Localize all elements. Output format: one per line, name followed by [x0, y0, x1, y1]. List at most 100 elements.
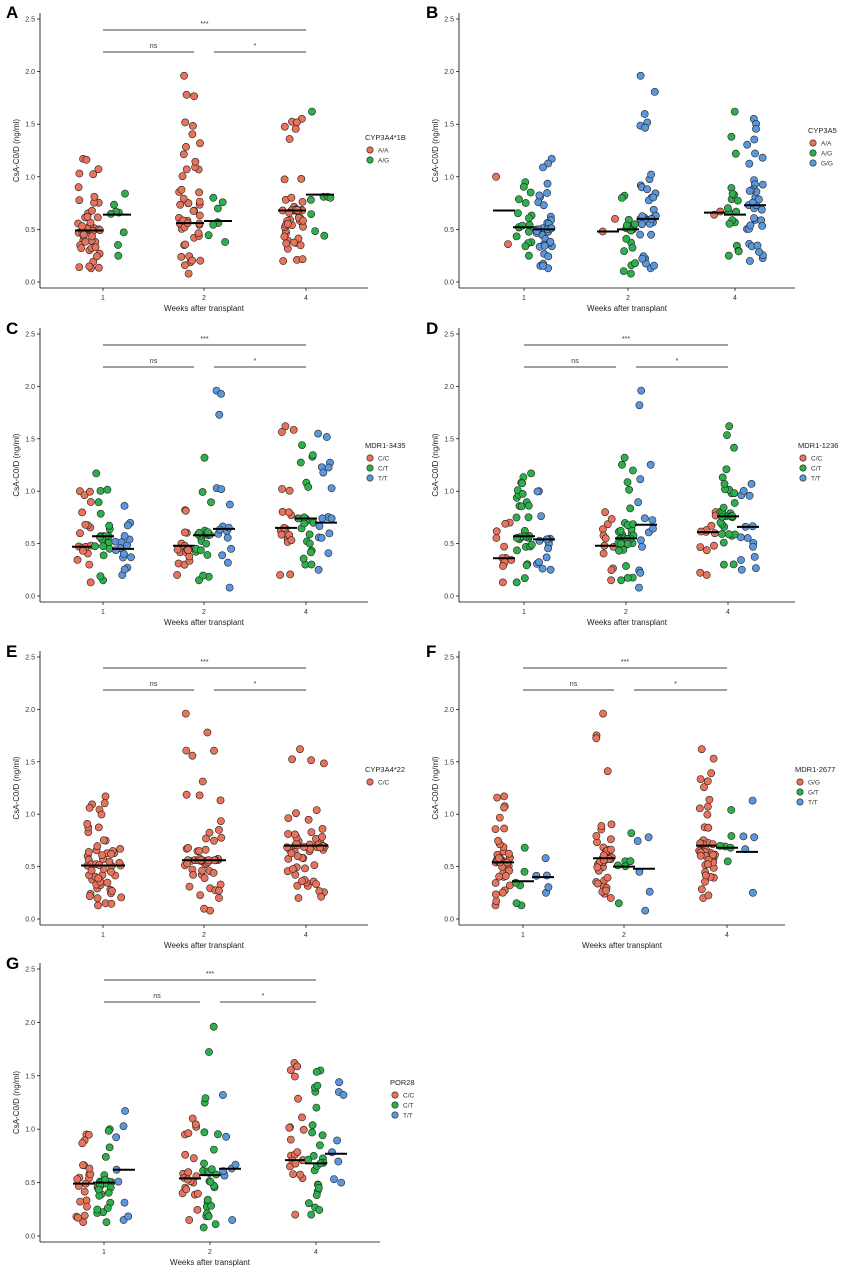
x-tick-label: 4 — [733, 295, 737, 302]
data-point — [646, 460, 655, 469]
data-point — [85, 262, 94, 271]
x-tick-label: 4 — [725, 932, 729, 939]
data-point — [78, 1139, 87, 1148]
data-point — [75, 263, 84, 271]
legend-title: CYP3A4*22 — [365, 765, 405, 774]
data-point — [501, 519, 510, 528]
data-point — [707, 521, 716, 530]
data-point — [525, 251, 533, 260]
data-point — [702, 546, 711, 555]
y-tick-label: 1.0 — [444, 489, 454, 496]
data-point — [696, 775, 705, 783]
data-point — [182, 746, 191, 755]
data-point — [312, 1068, 321, 1076]
legend-swatch — [799, 454, 807, 462]
y-tick-label: 1.0 — [25, 489, 35, 496]
data-point — [288, 865, 297, 873]
data-point — [522, 561, 531, 570]
data-point — [539, 163, 547, 172]
data-point — [227, 545, 235, 553]
data-point — [492, 527, 501, 536]
data-point — [339, 1091, 348, 1099]
panel-label: E — [6, 642, 17, 661]
data-point — [91, 243, 100, 252]
data-point — [337, 1178, 346, 1187]
legend-swatch — [796, 788, 804, 796]
data-point — [643, 185, 652, 194]
data-point — [304, 483, 313, 491]
data-point — [650, 88, 659, 96]
y-tick-label: 2.5 — [444, 332, 454, 339]
data-point — [327, 514, 336, 523]
data-point — [182, 90, 191, 99]
data-point — [287, 193, 296, 202]
data-point — [195, 847, 204, 855]
data-point — [622, 234, 631, 243]
x-axis-title: Weeks after transplant — [582, 941, 663, 950]
x-tick-label: 2 — [202, 295, 206, 302]
data-point — [617, 539, 625, 548]
data-point — [105, 521, 114, 530]
data-point — [286, 570, 295, 579]
data-point — [527, 540, 536, 549]
data-point — [701, 871, 710, 880]
data-point — [597, 822, 606, 830]
data-point — [75, 169, 84, 178]
panel-G: G 0.0 0.5 1.0 1.5 2.0 2.5 1 2 4 Weeks after transp… — [6, 954, 415, 1267]
data-point — [196, 139, 204, 148]
data-point — [78, 508, 86, 517]
data-point — [707, 769, 716, 778]
data-point — [93, 213, 102, 222]
data-point — [546, 237, 555, 246]
data-point — [614, 861, 622, 870]
data-point — [223, 533, 232, 542]
data-point — [195, 211, 204, 220]
data-point — [80, 1187, 89, 1196]
data-point — [225, 583, 234, 592]
data-point — [99, 542, 107, 551]
data-point — [700, 783, 708, 792]
y-tick-label: 1.0 — [25, 174, 35, 181]
legend-label: C/T — [403, 1102, 414, 1109]
data-point — [193, 1206, 202, 1214]
data-point — [745, 491, 754, 500]
significance-label: *** — [206, 971, 214, 978]
y-tick-label: 2.5 — [25, 655, 35, 662]
data-point — [546, 565, 555, 574]
data-point — [225, 500, 234, 509]
legend-label: C/C — [811, 455, 823, 462]
significance-label: * — [254, 43, 257, 50]
data-point — [211, 1220, 220, 1228]
data-point — [328, 1148, 336, 1157]
data-point — [731, 149, 740, 158]
data-point — [191, 157, 200, 166]
data-point — [710, 529, 719, 538]
y-tick-label: 0.0 — [444, 917, 454, 924]
data-point — [191, 1120, 200, 1129]
y-axis-title: CsA-C0/D (ng/ml) — [12, 119, 21, 182]
data-point — [119, 1122, 128, 1131]
data-point — [73, 556, 82, 564]
data-point — [650, 261, 658, 270]
data-point — [189, 871, 197, 879]
x-tick-label: 4 — [304, 295, 308, 302]
data-point — [97, 810, 106, 819]
y-axis-title: CsA-C0/D (ng/ml) — [431, 756, 440, 819]
data-point — [330, 1175, 338, 1183]
y-tick-label: 2.0 — [25, 384, 35, 391]
data-point — [221, 238, 229, 246]
data-point — [637, 536, 645, 545]
data-point — [592, 832, 601, 840]
y-axis-title: CsA-C0/D (ng/ml) — [12, 433, 21, 496]
data-point — [123, 521, 132, 530]
data-point — [96, 572, 105, 581]
data-point — [739, 832, 748, 841]
data-point — [524, 513, 533, 522]
data-point — [648, 516, 657, 524]
data-point — [501, 872, 510, 880]
significance-label: ns — [571, 358, 579, 365]
data-point — [492, 897, 501, 905]
data-point — [734, 247, 743, 256]
y-tick-label: 2.5 — [25, 17, 35, 24]
data-point — [633, 837, 642, 845]
